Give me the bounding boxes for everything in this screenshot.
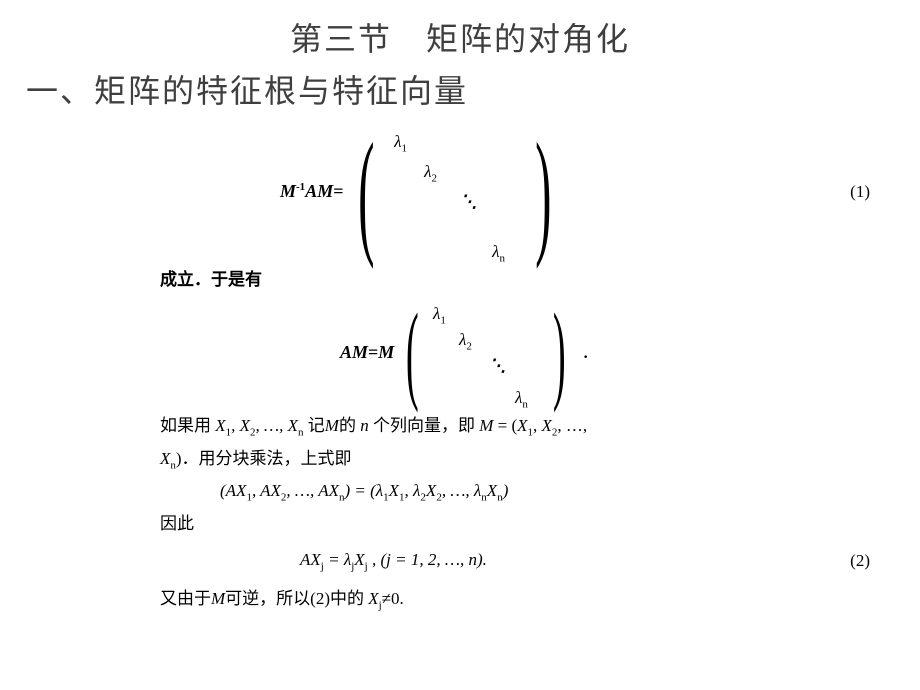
section-title: 第三节 矩阵的对角化 — [20, 14, 900, 60]
left-paren-icon: ( — [359, 133, 375, 252]
equation-3: (AX1, AX2, …, AXn) = (λ1X1, λ2X2, …, λnX… — [220, 479, 900, 506]
right-paren-icon: ) — [535, 133, 551, 252]
eq1-matrix-body: λ1 λ2 ⋱ λn — [390, 122, 520, 262]
left-paren-icon: ( — [406, 306, 419, 400]
eq1-label: (1) — [850, 180, 870, 204]
text-ruguo-line2: Xn)．用分块乘法，上式即 — [160, 447, 900, 474]
eq2-lhs: AM=M — [340, 340, 394, 365]
text-ruguo-line1: 如果用 X1, X2, …, Xn 记M的 n 个列向量，即 M = (X1, … — [160, 414, 900, 441]
eq1-matrix: ( λ1 λ2 ⋱ λn ) — [343, 122, 566, 262]
content-body: M-1AM= ( λ1 λ2 ⋱ λn ) (1) 成立．于是有 AM=M ( — [160, 122, 900, 614]
slide-container: 第三节 矩阵的对角化 一、矩阵的特征根与特征向量 M-1AM= ( λ1 λ2 … — [0, 0, 920, 690]
equation-4: AXj = λjXj , (j = 1, 2, …, n). — [300, 548, 487, 575]
right-paren-icon: ) — [553, 306, 566, 400]
text-yinci: 因此 — [160, 512, 900, 536]
equation-4-row: AXj = λjXj , (j = 1, 2, …, n). (2) — [160, 542, 900, 581]
eq1-lhs: M-1AM= — [280, 179, 343, 204]
text-chengli: 成立．于是有 — [160, 268, 900, 292]
subsection-title: 一、矩阵的特征根与特征向量 — [26, 66, 900, 112]
equation-2-row: AM=M ( λ1 λ2 ⋱ λn ) ． — [340, 298, 900, 408]
text-last: 又由于M可逆，所以(2)中的 Xj≠0. — [160, 587, 900, 614]
eq2-period: ． — [582, 341, 599, 365]
eq2-matrix: ( λ1 λ2 ⋱ λn ) — [394, 298, 577, 408]
eq4-label: (2) — [850, 549, 870, 573]
eq2-matrix-body: λ1 λ2 ⋱ λn — [431, 298, 541, 408]
equation-1-row: M-1AM= ( λ1 λ2 ⋱ λn ) (1) — [280, 122, 900, 262]
